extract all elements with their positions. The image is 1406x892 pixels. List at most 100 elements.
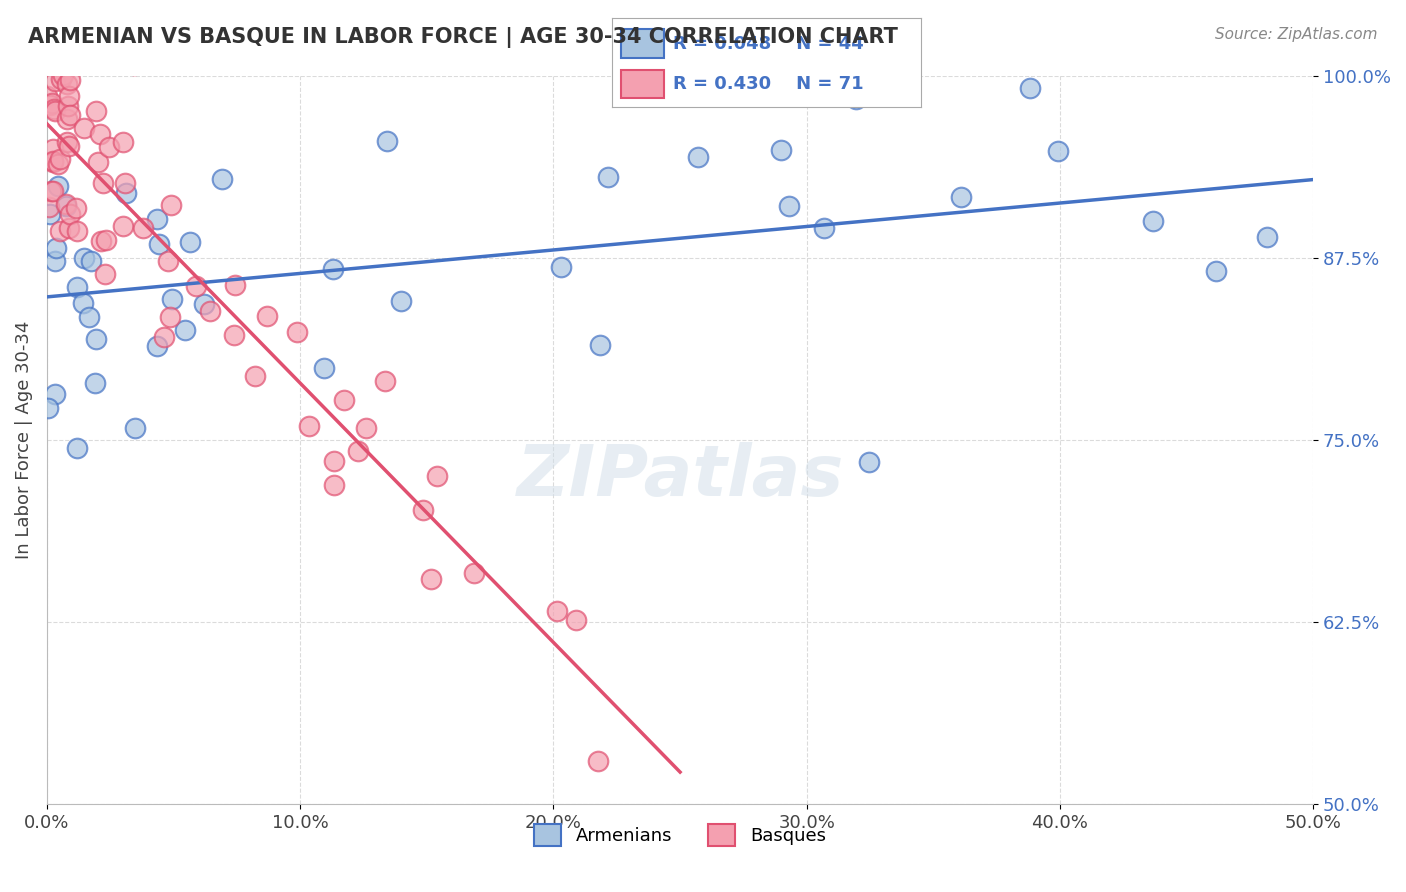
Point: [374, 375, 396, 389]
Point: [58, 220, 80, 235]
Point: [160, 292, 183, 306]
Point: [49, 152, 72, 166]
Point: [96, 234, 118, 248]
Point: [845, 93, 868, 107]
Point: [80, 254, 103, 268]
Text: R = 0.048    N = 44: R = 0.048 N = 44: [673, 35, 865, 53]
Point: [84, 332, 107, 346]
Point: [58, 89, 80, 103]
Point: [588, 754, 610, 768]
Point: [211, 172, 233, 186]
Point: [56, 135, 79, 149]
Point: [44, 102, 66, 116]
Point: [77, 310, 100, 324]
Point: [145, 212, 167, 227]
Point: [84, 376, 107, 390]
Point: [122, 57, 145, 71]
Point: [55, 199, 77, 213]
Point: [686, 150, 709, 164]
Point: [112, 136, 135, 150]
Point: [87, 154, 110, 169]
Point: [420, 572, 443, 586]
Point: [145, 339, 167, 353]
Point: [46, 157, 69, 171]
Legend: Armenians, Basques: Armenians, Basques: [527, 817, 834, 854]
Point: [38, 207, 60, 221]
Point: [59, 207, 82, 221]
Point: [546, 604, 568, 618]
Point: [55, 197, 77, 211]
Point: [813, 221, 835, 235]
Point: [46, 178, 69, 193]
Point: [44, 254, 66, 268]
Point: [56, 99, 79, 113]
Point: [389, 293, 412, 308]
Point: [356, 421, 378, 435]
Point: [45, 241, 67, 255]
Point: [35, 89, 58, 103]
Point: [65, 201, 87, 215]
Point: [86, 104, 108, 119]
Point: [41, 155, 63, 169]
Point: [38, 98, 60, 112]
Point: [56, 112, 79, 126]
Point: [46, 39, 69, 54]
Point: [49, 71, 72, 86]
Point: [322, 478, 344, 492]
Point: [94, 267, 117, 281]
Point: [89, 128, 111, 142]
Point: [44, 104, 66, 119]
Point: [41, 95, 63, 110]
Point: [375, 134, 398, 148]
Point: [98, 140, 121, 154]
Point: [1142, 213, 1164, 227]
Y-axis label: In Labor Force | Age 30-34: In Labor Force | Age 30-34: [15, 321, 32, 559]
Point: [1046, 144, 1069, 158]
Point: [90, 234, 112, 248]
Point: [153, 330, 176, 344]
Point: [778, 199, 800, 213]
Point: [347, 443, 370, 458]
Point: [42, 154, 65, 169]
Point: [44, 74, 66, 88]
Point: [1205, 263, 1227, 277]
Point: [412, 503, 434, 517]
Point: [256, 309, 278, 323]
Point: [114, 186, 136, 200]
Point: [111, 219, 134, 234]
Point: [565, 613, 588, 627]
Point: [72, 296, 94, 310]
Point: [91, 176, 114, 190]
Point: [179, 235, 201, 249]
Point: [596, 169, 619, 184]
Point: [148, 237, 170, 252]
Point: [66, 224, 89, 238]
Point: [193, 296, 215, 310]
Point: [323, 454, 346, 468]
Point: [224, 278, 246, 293]
Point: [59, 108, 82, 122]
Point: [174, 323, 197, 337]
Point: [58, 139, 80, 153]
Point: [463, 566, 485, 581]
Point: [769, 144, 792, 158]
Point: [49, 224, 72, 238]
FancyBboxPatch shape: [621, 70, 664, 98]
Point: [426, 469, 449, 483]
Point: [44, 387, 66, 401]
Point: [56, 77, 79, 91]
Point: [159, 310, 181, 325]
Point: [132, 221, 155, 235]
Point: [73, 120, 96, 135]
Point: [41, 142, 63, 156]
Point: [52, 68, 75, 82]
Point: [156, 254, 179, 268]
Point: [950, 189, 973, 203]
Point: [39, 185, 62, 199]
Point: [37, 401, 59, 415]
Point: [186, 279, 208, 293]
Point: [298, 418, 321, 433]
Point: [73, 252, 96, 266]
Point: [858, 455, 880, 469]
Point: [124, 421, 146, 435]
